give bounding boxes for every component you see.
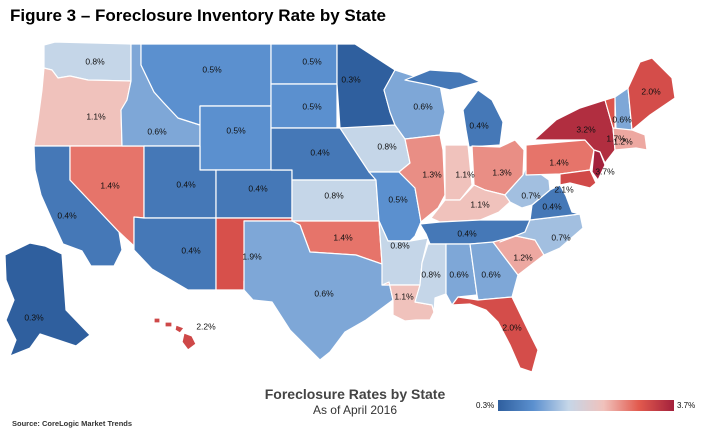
legend-color-scale xyxy=(498,400,674,411)
state-label-ak: 0.3% xyxy=(24,312,44,322)
state-wy xyxy=(199,105,272,171)
state-label-ar: 0.8% xyxy=(390,240,410,250)
state-label-ms: 0.8% xyxy=(421,269,441,279)
state-label-wa: 0.8% xyxy=(85,56,105,66)
state-label-sd: 0.5% xyxy=(302,101,322,111)
map-date-label: As of April 2016 xyxy=(312,403,398,417)
figure-title: Figure 3 – Foreclosure Inventory Rate by… xyxy=(10,6,387,25)
state-label-nj: 3.7% xyxy=(595,166,615,176)
state-label-nd: 0.5% xyxy=(302,56,322,66)
state-label-me: 2.0% xyxy=(641,86,661,96)
state-label-in: 1.1% xyxy=(455,169,475,179)
legend-max-label: 3.7% xyxy=(677,401,696,410)
state-label-md: 2.1% xyxy=(554,184,574,194)
state-nc xyxy=(499,213,584,256)
state-label-sc: 1.2% xyxy=(513,252,533,262)
state-label-id: 0.6% xyxy=(147,126,167,136)
state-tx xyxy=(243,220,394,361)
state-fl xyxy=(451,296,539,373)
state-label-vt: 1.7% xyxy=(606,133,626,143)
state-ks xyxy=(291,179,380,222)
state-ma xyxy=(612,127,648,151)
state-label-pa: 1.4% xyxy=(549,157,569,167)
state-me xyxy=(627,57,676,131)
state-mi xyxy=(404,69,504,148)
map-subtitle: Foreclosure Rates by State xyxy=(264,386,446,402)
state-il xyxy=(398,134,446,223)
state-label-al: 0.6% xyxy=(449,269,469,279)
state-label-co: 0.4% xyxy=(248,183,268,193)
state-label-la: 1.1% xyxy=(394,291,414,301)
state-in xyxy=(444,144,473,201)
state-label-nv: 1.4% xyxy=(100,180,120,190)
state-label-ny: 3.2% xyxy=(576,124,596,134)
state-nj xyxy=(591,149,606,181)
state-label-ks: 0.8% xyxy=(324,190,344,200)
state-hi xyxy=(153,317,197,351)
state-md xyxy=(559,169,597,189)
state-label-wv: 0.7% xyxy=(521,190,541,200)
state-ak xyxy=(4,242,91,357)
state-label-mi: 0.4% xyxy=(469,120,489,130)
state-label-wi: 0.6% xyxy=(413,101,433,111)
state-label-ga: 0.6% xyxy=(481,269,501,279)
state-label-fl: 2.0% xyxy=(502,322,522,332)
state-label-oh: 1.3% xyxy=(492,167,512,177)
state-label-ne: 0.4% xyxy=(310,147,330,157)
state-label-mt: 0.5% xyxy=(202,64,222,74)
state-label-mo: 0.5% xyxy=(388,194,408,204)
state-label-il: 1.3% xyxy=(422,169,442,179)
legend-min-label: 0.3% xyxy=(476,401,495,410)
source-note: Source: CoreLogic Market Trends xyxy=(12,419,133,428)
state-label-az: 0.4% xyxy=(181,245,201,255)
state-label-or: 1.1% xyxy=(86,111,106,121)
state-label-nh: 0.6% xyxy=(612,114,632,124)
state-label-tn: 0.4% xyxy=(457,228,477,238)
state-wv xyxy=(504,166,551,209)
state-label-ma: 1.2% xyxy=(613,136,633,146)
state-label-hi: 2.2% xyxy=(196,321,216,331)
state-co xyxy=(215,169,293,219)
state-label-va: 0.4% xyxy=(542,201,562,211)
state-az xyxy=(133,216,217,291)
state-label-ca: 0.4% xyxy=(57,210,77,220)
state-label-wy: 0.5% xyxy=(226,125,246,135)
state-label-ut: 0.4% xyxy=(176,179,196,189)
state-label-ia: 0.8% xyxy=(377,141,397,151)
state-label-ok: 1.4% xyxy=(333,232,353,242)
state-label-ky: 1.1% xyxy=(470,199,490,209)
state-label-nm: 1.9% xyxy=(242,251,262,261)
state-label-nc: 0.7% xyxy=(551,232,571,242)
state-label-mn: 0.3% xyxy=(341,74,361,84)
state-label-tx: 0.6% xyxy=(314,288,334,298)
